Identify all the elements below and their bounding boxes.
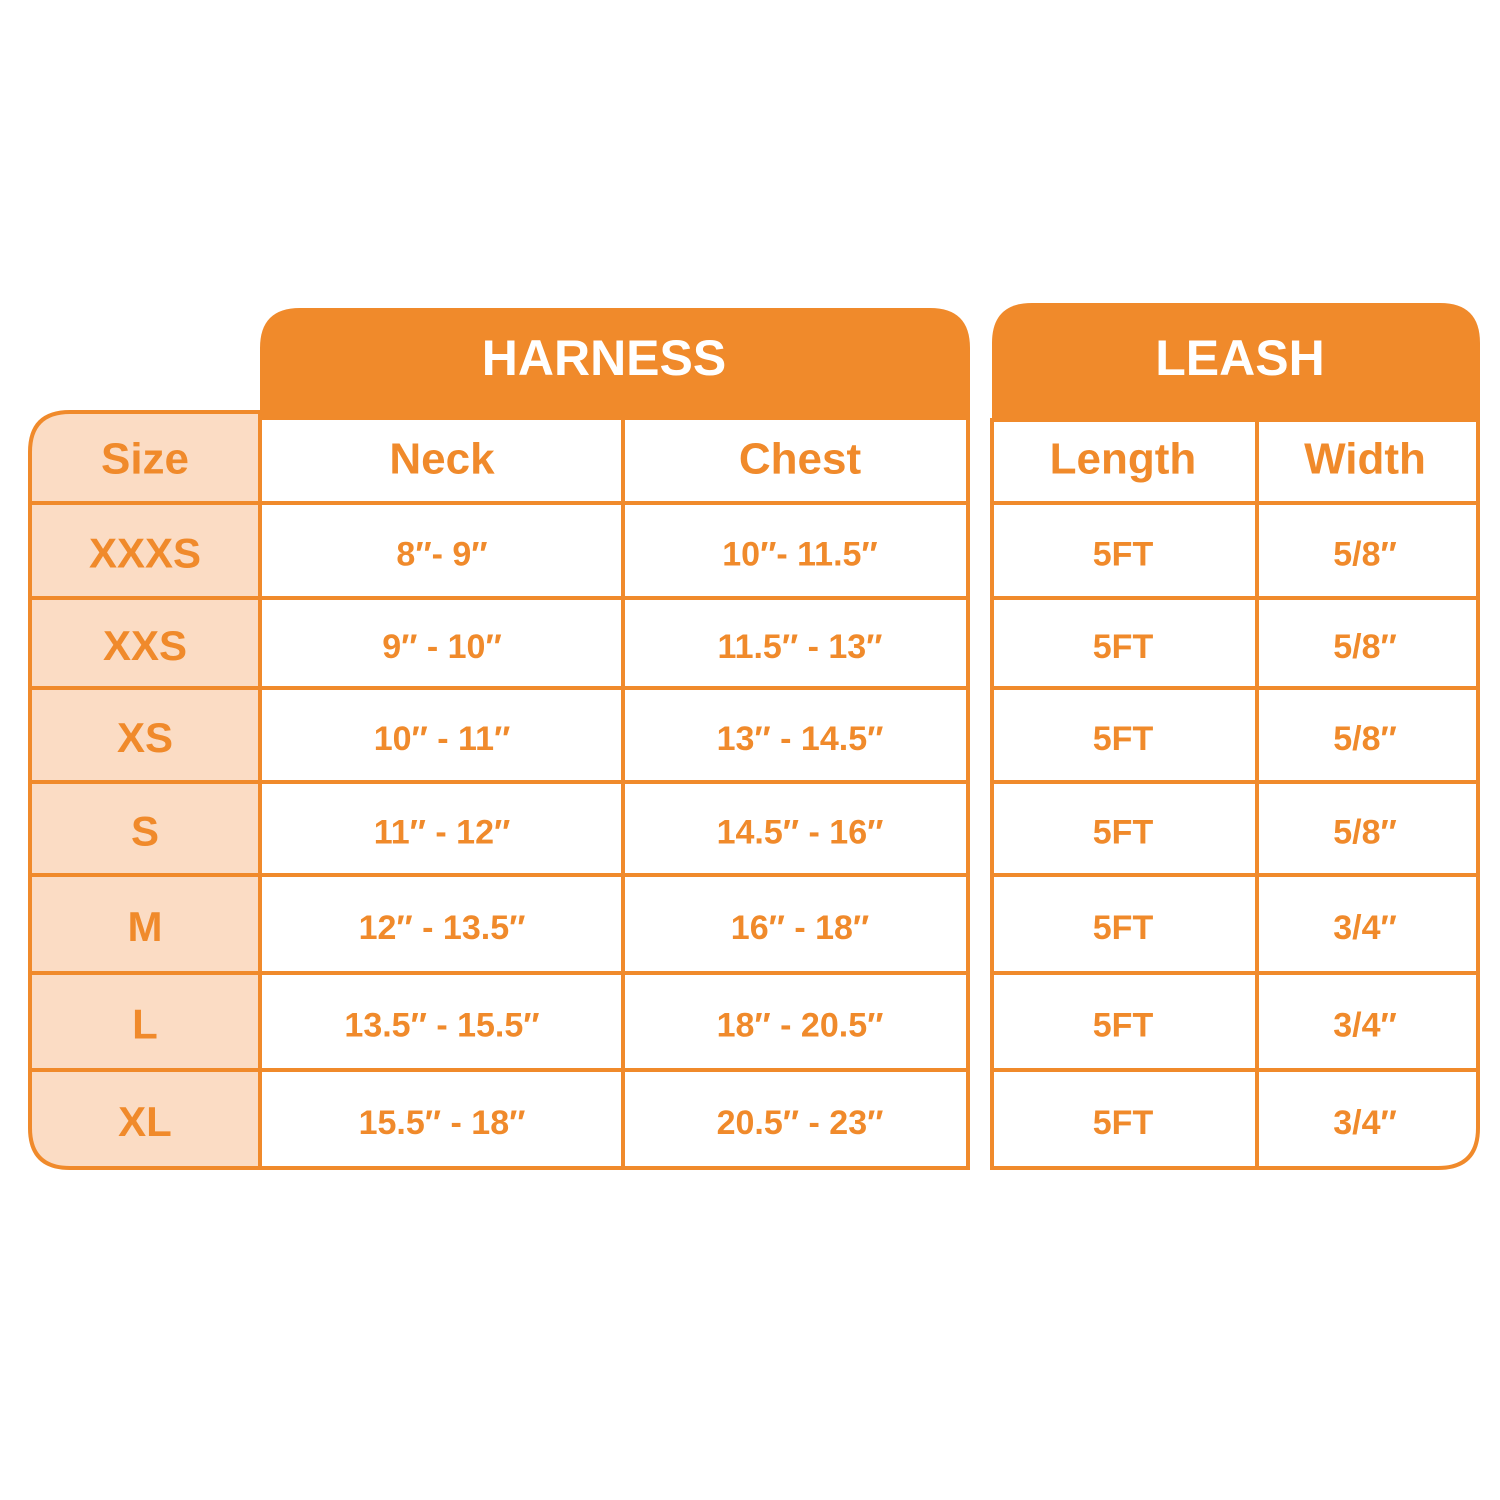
- harness-body: [258, 416, 970, 1170]
- size-label: XXS: [103, 622, 187, 669]
- cell: 12″ - 13.5″: [359, 909, 526, 947]
- cell: 16″ - 18″: [731, 909, 869, 947]
- size-panel: [28, 410, 262, 1170]
- harness-title: HARNESS: [482, 330, 726, 386]
- leash-title: LEASH: [1155, 330, 1324, 386]
- cell: 5/8″: [1333, 535, 1397, 573]
- column-header: Width: [1304, 435, 1426, 484]
- cell: 20.5″ - 23″: [717, 1104, 884, 1142]
- cell: 13.5″ - 15.5″: [344, 1006, 539, 1044]
- cell: 9″ - 10″: [382, 628, 502, 666]
- cell: 5FT: [1093, 1006, 1154, 1044]
- size-label: XL: [118, 1098, 172, 1145]
- size-label: L: [132, 1001, 158, 1048]
- column-header: Neck: [389, 435, 495, 484]
- cell: 8″- 9″: [396, 535, 487, 573]
- cell: 14.5″ - 16″: [717, 813, 884, 851]
- cell: 5FT: [1093, 535, 1154, 573]
- column-header: Chest: [739, 435, 862, 484]
- cell: 11″ - 12″: [374, 813, 511, 851]
- cell: 5/8″: [1333, 813, 1397, 851]
- size-label: S: [131, 808, 159, 855]
- cell: 3/4″: [1333, 1006, 1397, 1044]
- size-label: XXXS: [89, 530, 201, 577]
- column-header: Length: [1050, 435, 1197, 484]
- leash-body: [990, 418, 1480, 1170]
- cell: 5/8″: [1333, 628, 1397, 666]
- cell: 5FT: [1093, 813, 1154, 851]
- cell: 5FT: [1093, 909, 1154, 947]
- size-label: M: [128, 903, 163, 950]
- cell: 11.5″ - 13″: [718, 628, 883, 666]
- cell: 18″ - 20.5″: [717, 1006, 884, 1044]
- column-header: Size: [101, 435, 189, 484]
- grid: [30, 418, 1478, 1168]
- cell: 15.5″ - 18″: [359, 1104, 526, 1142]
- cell: 5FT: [1093, 1104, 1154, 1142]
- size-label: XS: [117, 714, 173, 761]
- cell: 3/4″: [1333, 909, 1397, 947]
- leash-header: [992, 303, 1480, 420]
- cell: 10″- 11.5″: [722, 535, 877, 573]
- harness-header: [260, 308, 970, 418]
- cell: 5/8″: [1333, 720, 1397, 758]
- cell: 10″ - 11″: [374, 720, 511, 758]
- cell: 5FT: [1093, 720, 1154, 758]
- cell: 5FT: [1093, 628, 1154, 666]
- cell: 3/4″: [1333, 1104, 1397, 1142]
- cell: 13″ - 14.5″: [717, 720, 884, 758]
